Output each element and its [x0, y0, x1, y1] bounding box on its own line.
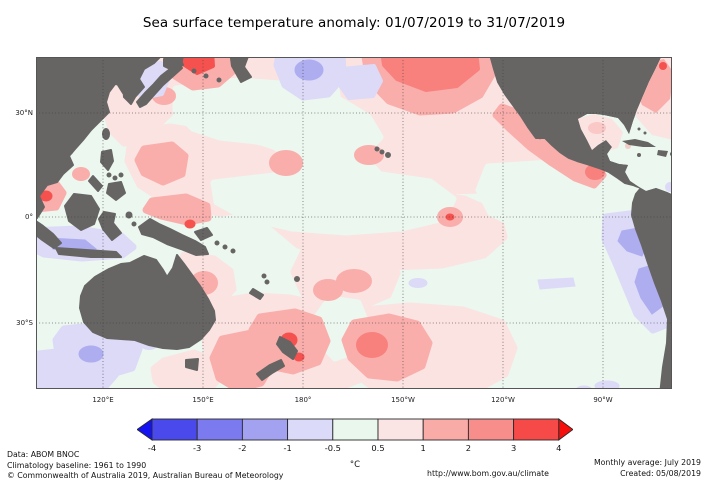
- page-title: Sea surface temperature anomaly: 01/07/2…: [142, 15, 566, 31]
- colorbar-arrow: [558, 418, 574, 441]
- footer-left: Data: ABOM BNOC Climatology baseline: 19…: [7, 450, 283, 482]
- colorbar-tick-label: -3: [193, 443, 202, 453]
- australia: [79, 254, 216, 350]
- hawaii: [385, 152, 391, 158]
- philippines: [100, 149, 114, 171]
- lat-axis-label: 30°S: [16, 319, 33, 327]
- footer-url: http://www.bom.gov.au/climate: [427, 469, 549, 478]
- lat-axis-label: 30°N: [15, 109, 33, 117]
- colorbar-arrow: [136, 418, 153, 441]
- lon-axis-label: 120°W: [491, 396, 515, 404]
- graticule: [36, 57, 672, 389]
- colorbar-segment: [332, 418, 379, 441]
- copyright-text: © Commonwealth of Australia 2019, Austra…: [7, 471, 284, 481]
- atlantic-region: [578, 57, 672, 197]
- lon-axis-label: 90°W: [593, 396, 613, 404]
- baseline-text: Climatology baseline: 1961 to 1990: [7, 460, 147, 470]
- colorbar-segment: [377, 418, 424, 441]
- colorbar-tick-label: 2: [465, 443, 472, 453]
- colorbar-unit-label: °C: [349, 460, 361, 470]
- lon-axis-label: 150°W: [391, 396, 415, 404]
- colorbar-segment: [241, 418, 289, 441]
- map-frame: [36, 57, 672, 389]
- colorbar-segment: [513, 418, 560, 441]
- data-source-text: Data: ABOM BNOC: [7, 450, 80, 459]
- colorbar-segment: [467, 418, 515, 441]
- colorbar-segment: [196, 418, 243, 441]
- new-zealand-north: [276, 336, 298, 360]
- colorbar-tick-label: -4: [147, 443, 157, 453]
- colorbar-segment: [287, 418, 334, 441]
- borneo: [64, 193, 100, 231]
- kamchatka: [229, 57, 252, 83]
- lon-axis-label: 120°E: [92, 396, 114, 404]
- taiwan: [102, 128, 110, 140]
- lon-axis-label: 180°: [294, 396, 312, 404]
- lon-axis-label: 150°E: [192, 396, 214, 404]
- colorbar-segment: [422, 418, 469, 441]
- average-period-text: Monthly average: July 2019: [593, 458, 701, 467]
- tasmania: [185, 358, 199, 371]
- colorbar-tick-label: 0.5: [371, 443, 385, 453]
- colorbar-tick-label: 1: [420, 443, 426, 453]
- new-guinea: [138, 218, 209, 256]
- map-canvas: [36, 57, 672, 389]
- colorbar-scale: [136, 418, 574, 441]
- anomaly-strong-warm-layer: [356, 57, 605, 358]
- cuba: [622, 139, 656, 147]
- colorbar-tick-label: 4: [556, 443, 562, 453]
- pacific-anomaly-map: [36, 57, 672, 389]
- new-zealand-south: [256, 359, 285, 381]
- colorbar-segment: [151, 418, 198, 441]
- colorbar: [136, 418, 574, 441]
- footer-right: Monthly average: July 2019 Created: 05/0…: [594, 458, 701, 479]
- lat-axis-label: 0°: [25, 213, 33, 221]
- colorbar-tick-label: -0.5: [324, 443, 341, 453]
- colorbar-tick-label: -1: [283, 443, 292, 453]
- japan-islands: [136, 62, 183, 108]
- korea-peninsula: [117, 73, 139, 101]
- colorbar-tick-label: 3: [510, 443, 517, 453]
- colorbar-tick-label: -2: [238, 443, 247, 453]
- created-text: Created: 05/08/2019: [620, 468, 701, 478]
